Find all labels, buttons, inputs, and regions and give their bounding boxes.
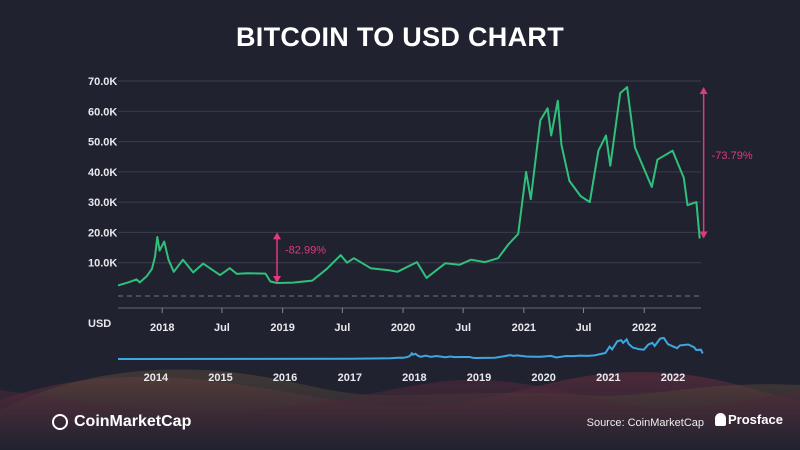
drop-percentage: -73.79%	[712, 150, 753, 162]
x-tick-label: 2020	[391, 322, 415, 334]
x-tick-label: 2019	[270, 322, 294, 334]
watermark-text: Prosface	[728, 412, 783, 427]
navigator-line[interactable]	[117, 336, 704, 360]
x-tick-label: 2022	[632, 322, 656, 334]
x-tick-label: Jul	[334, 322, 350, 334]
chart-title: BITCOIN TO USD CHART	[236, 22, 564, 52]
navigator-tick-label: 2018	[402, 372, 426, 384]
x-tick-label: Jul	[455, 322, 471, 334]
navigator-tick-label: 2016	[273, 372, 297, 384]
x-tick-label: 2018	[150, 322, 174, 334]
navigator-tick-label: 2015	[208, 372, 232, 384]
y-tick-label: 30.0K	[88, 197, 117, 209]
arrow-down-icon	[699, 231, 708, 239]
y-tick-label: 50.0K	[88, 137, 117, 149]
navigator-tick-label: 2017	[338, 372, 362, 384]
navigator-tick-label: 2021	[596, 372, 620, 384]
drop-percentage: -82.99%	[285, 245, 326, 257]
navigator-tick-label: 2022	[661, 372, 685, 384]
y-tick-label: 60.0K	[88, 106, 117, 118]
source-text: Source: CoinMarketCap	[586, 417, 704, 429]
x-tick-label: Jul	[576, 322, 592, 334]
y-axis-unit: USD	[88, 318, 111, 330]
y-tick-label: 10.0K	[88, 258, 117, 270]
y-tick-label: 70.0K	[88, 76, 117, 88]
watermark-icon	[715, 413, 726, 426]
y-tick-label: 20.0K	[88, 227, 117, 239]
brand-name: CoinMarketCap	[74, 413, 192, 430]
watermark: Prosface	[715, 412, 783, 427]
x-tick-label: 2021	[512, 322, 536, 334]
coinmarketcap-logo: CoinMarketCap	[52, 413, 191, 431]
navigator-tick-label: 2019	[467, 372, 491, 384]
coinmarketcap-icon	[52, 414, 68, 430]
navigator-tick-label: 2020	[531, 372, 555, 384]
price-line	[117, 86, 701, 287]
arrow-down-icon	[273, 276, 282, 284]
arrow-up-icon	[699, 87, 708, 95]
arrow-up-icon	[273, 232, 282, 240]
y-tick-label: 40.0K	[88, 167, 117, 179]
x-tick-label: Jul	[214, 322, 230, 334]
navigator-tick-label: 2014	[144, 372, 169, 384]
